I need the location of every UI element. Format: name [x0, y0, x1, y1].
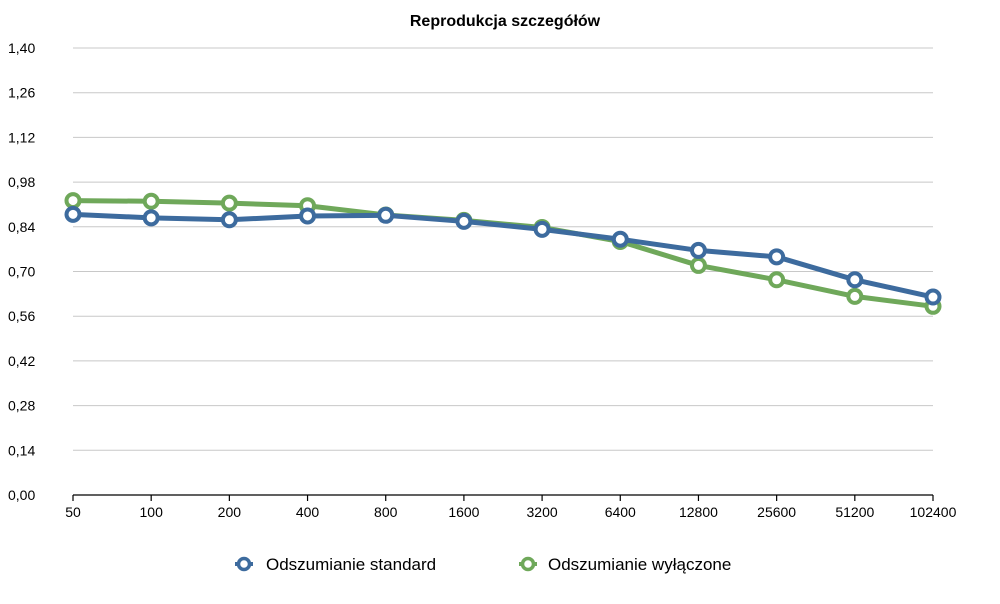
legend-marker — [520, 556, 536, 572]
data-point — [689, 256, 707, 274]
series — [64, 192, 942, 315]
data-point — [142, 209, 160, 227]
legend-label: Odszumianie wyłączone — [548, 555, 731, 574]
y-tick-label: 0,56 — [8, 308, 35, 324]
legend-item: Odszumianie wyłączone — [519, 555, 731, 574]
data-point — [533, 220, 551, 238]
chart-title: Reprodukcja szczegółów — [410, 13, 601, 30]
data-point — [689, 241, 707, 259]
y-tick-label: 1,12 — [8, 129, 35, 145]
y-tick-label: 0,70 — [8, 264, 35, 280]
series-line — [70, 211, 936, 300]
axes — [72, 494, 934, 501]
x-tick-label: 102400 — [910, 504, 957, 520]
data-point — [768, 271, 786, 289]
x-tick-label: 50 — [65, 504, 81, 520]
y-tick-label: 1,26 — [8, 85, 35, 101]
y-tick-label: 0,00 — [8, 487, 35, 503]
data-point — [846, 287, 864, 305]
x-tick-label: 1600 — [448, 504, 479, 520]
y-tick-label: 0,84 — [8, 219, 35, 235]
series-off — [64, 192, 942, 315]
legend-item: Odszumianie standard — [235, 555, 436, 574]
gridlines — [73, 47, 933, 451]
legend-label: Odszumianie standard — [266, 555, 436, 574]
x-tick-label: 6400 — [605, 504, 636, 520]
data-point — [220, 194, 238, 212]
series-line — [70, 198, 936, 309]
data-point — [299, 207, 317, 225]
legend: Odszumianie standard Odszumianie wyłączon… — [235, 555, 731, 574]
data-point — [64, 192, 82, 210]
data-point — [924, 288, 942, 306]
y-tick-label: 0,14 — [8, 442, 35, 458]
legend-marker — [236, 556, 252, 572]
data-point — [611, 230, 629, 248]
x-tick-label: 200 — [218, 504, 242, 520]
y-tick-label: 0,28 — [8, 398, 35, 414]
x-tick-label: 3200 — [527, 504, 558, 520]
x-tick-label: 100 — [140, 504, 164, 520]
series-standard — [64, 205, 942, 306]
x-tick-label: 400 — [296, 504, 320, 520]
data-point — [377, 206, 395, 224]
x-tick-label: 25600 — [757, 504, 796, 520]
x-tick-label: 51200 — [835, 504, 874, 520]
y-tick-labels: 0,00 0,14 0,28 0,42 0,56 0,70 0,84 0,98 1,12 1,26… — [8, 40, 35, 503]
data-point — [846, 271, 864, 289]
y-tick-label: 0,42 — [8, 353, 35, 369]
data-point — [455, 212, 473, 230]
x-tick-label: 800 — [374, 504, 398, 520]
data-point — [220, 211, 238, 229]
data-point — [768, 248, 786, 266]
data-point — [64, 205, 82, 223]
x-tick-labels: 50 100 200 400 800 1600 3200 6400 12800 25600 5120… — [65, 504, 956, 520]
x-tick-label: 12800 — [679, 504, 718, 520]
y-tick-label: 0,98 — [8, 174, 35, 190]
data-point — [142, 192, 160, 210]
y-tick-label: 1,40 — [8, 40, 35, 56]
